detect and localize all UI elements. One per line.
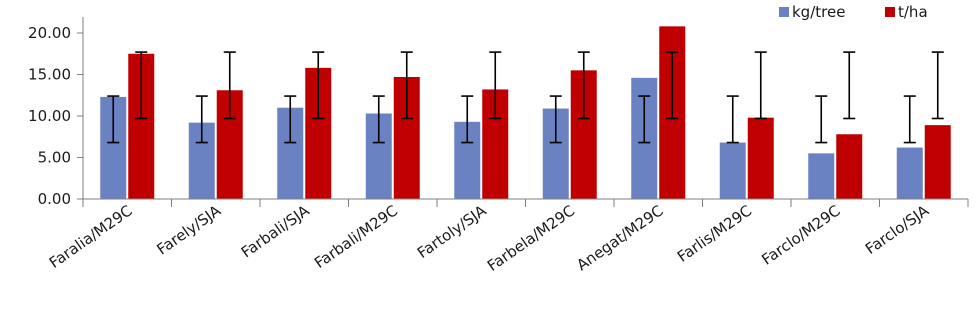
error-bar xyxy=(195,95,208,144)
error-bar xyxy=(754,51,767,120)
legend-swatch xyxy=(885,7,895,17)
y-tick-label: 10.00 xyxy=(28,107,71,125)
legend-swatch xyxy=(779,7,789,17)
bar-kg-tree xyxy=(808,153,835,199)
error-bar xyxy=(107,95,120,144)
category-label: Farlis/M29C xyxy=(674,202,755,266)
legend-label: t/ha xyxy=(898,3,928,21)
error-bar xyxy=(903,95,916,144)
x-axis: Faralia/M29C Farely/SJA Farbali/SJAFarbali… xyxy=(46,198,969,275)
error-bar xyxy=(843,51,856,120)
category-label: Farbali/SJA xyxy=(238,201,313,261)
category-label: Anegat/M29C xyxy=(573,202,666,275)
error-bar xyxy=(372,95,385,144)
legend-label: kg/tree xyxy=(792,3,845,21)
error-bar xyxy=(666,51,679,120)
bars xyxy=(100,26,951,199)
category-label: Farely/SJA xyxy=(153,201,224,258)
bar-kg-tree xyxy=(719,142,746,199)
y-tick-label: 15.00 xyxy=(28,66,71,84)
error-bar xyxy=(638,95,651,144)
y-tick-label: 5.00 xyxy=(38,149,71,167)
category-label: Farbela/M29C xyxy=(484,202,578,275)
category-label: Farbali/M29C xyxy=(311,202,401,273)
bar-kg-tree xyxy=(896,147,923,199)
error-bar xyxy=(284,95,297,144)
bar-t-ha xyxy=(836,134,863,199)
error-bar xyxy=(931,51,944,120)
error-bar xyxy=(577,51,590,120)
error-bar xyxy=(135,51,148,120)
error-bar xyxy=(400,51,413,120)
bar-t-ha xyxy=(747,117,774,199)
error-bar xyxy=(815,95,828,144)
category-label: Faralia/M29C xyxy=(46,202,136,272)
error-bar xyxy=(489,51,502,120)
error-bar xyxy=(223,51,236,120)
category-label: Farclo/SJA xyxy=(862,201,933,258)
error-bar xyxy=(726,95,739,144)
y-tick-label: 20.00 xyxy=(28,24,71,42)
error-bars xyxy=(107,51,944,144)
legend-item: t/ha xyxy=(885,3,928,21)
error-bar xyxy=(549,95,562,144)
legend-item: kg/tree xyxy=(779,3,845,21)
error-bar xyxy=(312,51,325,120)
y-tick-label: 0.00 xyxy=(38,190,71,208)
y-axis: 0.00 5.00 10.00 15.00 20.00 xyxy=(28,17,84,208)
category-label: Fartoly/SJA xyxy=(414,201,490,262)
category-label: Farclo/M29C xyxy=(758,202,843,269)
bar-t-ha xyxy=(924,125,951,199)
legend: kg/tree t/ha xyxy=(779,3,928,21)
error-bar xyxy=(461,95,474,144)
